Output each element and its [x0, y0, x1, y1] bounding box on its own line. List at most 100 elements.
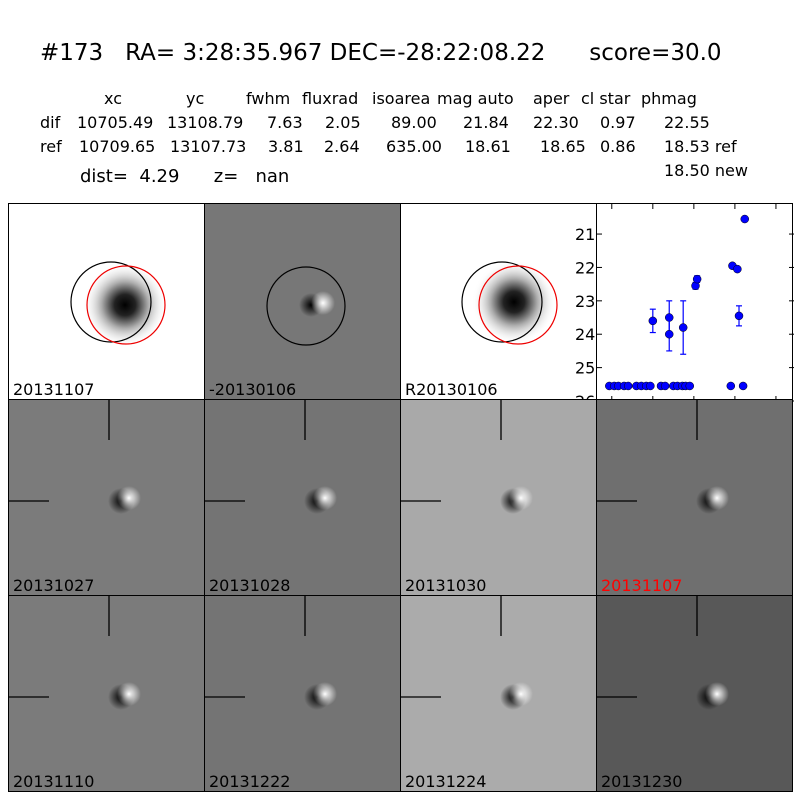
black-circle [266, 266, 346, 346]
table-cell: 22.30 [533, 113, 579, 132]
table-cell: 22.55 [664, 113, 710, 132]
stamp-image [597, 400, 729, 514]
col-header: xc [104, 89, 122, 108]
stamp-image [597, 596, 729, 710]
table-cell: 18.61 [465, 137, 511, 156]
panel-label: -20130106 [209, 380, 297, 399]
panel-label: 20131222 [209, 772, 291, 791]
lightcurve-svg: 212223242526−100−50050100 [575, 204, 794, 423]
panel-label: 20131030 [405, 576, 487, 595]
table-cell: 18.53 ref [664, 137, 737, 156]
table-cell: 2.05 [325, 113, 361, 132]
image-panel: 20131107 [596, 399, 793, 596]
row-name: dif [40, 113, 61, 132]
data-point [740, 214, 749, 224]
table-cell: 0.97 [600, 113, 636, 132]
data-point [692, 274, 702, 284]
image-panel: 20131030 [400, 399, 597, 596]
source-blob [83, 263, 167, 347]
stamp-image [401, 400, 533, 514]
table-cell: 21.84 [463, 113, 509, 132]
data-point [685, 381, 695, 391]
y-tick-label: 22 [575, 258, 595, 277]
table-cell: 3.81 [268, 137, 304, 156]
dipole-bright [705, 486, 729, 510]
data-point [623, 381, 633, 391]
y-tick-label: 25 [575, 359, 595, 378]
table-row: ref 10709.65 13107.73 3.81 2.64 635.00 1… [0, 137, 800, 157]
red-circle [478, 265, 558, 345]
data-point [660, 381, 670, 391]
dipole-bright [509, 486, 533, 510]
stamp-image [9, 400, 141, 514]
data-point [734, 311, 744, 321]
col-header: mag auto [437, 89, 514, 108]
panel-label: R20130106 [405, 380, 498, 399]
dipole-bright [705, 682, 729, 706]
col-header: aper [533, 89, 570, 108]
col-header: cl star [581, 89, 631, 108]
image-panel: 20131028 [204, 399, 401, 596]
col-header: fluxrad [302, 89, 359, 108]
table-header: xc yc fwhm fluxrad isoarea mag auto aper… [0, 89, 800, 109]
row-name: ref [40, 137, 62, 156]
data-point [664, 329, 674, 339]
col-header: yc [186, 89, 205, 108]
stamp-image [205, 400, 337, 514]
panel-label: 20131110 [13, 772, 95, 791]
black-circle [70, 261, 152, 343]
dipole-bright [311, 291, 335, 315]
table-cell: 635.00 [386, 137, 442, 156]
data-point [733, 264, 742, 274]
table-cell: 2.64 [324, 137, 360, 156]
source-blob [472, 260, 556, 344]
y-tick-label: 24 [575, 325, 595, 344]
stamp-image [205, 596, 337, 710]
stamp-image [9, 596, 141, 710]
panel-label: 20131028 [209, 576, 291, 595]
dipole-bright [117, 486, 141, 510]
data-point [678, 323, 688, 332]
data-point [646, 381, 655, 391]
dipole-bright [313, 486, 337, 510]
table-cell: 10709.65 [79, 137, 156, 156]
stamp-image [401, 596, 533, 710]
data-point [738, 381, 748, 391]
panel-label: 20131224 [405, 772, 487, 791]
distance-line: dist= 4.29 z= nan [80, 166, 290, 187]
panel-label: 20131027 [13, 576, 95, 595]
table-cell: 0.86 [600, 137, 636, 156]
dipole-bright [313, 682, 337, 706]
dipole-bright [117, 682, 141, 706]
table-cell: 7.63 [267, 113, 303, 132]
panel-label: 20131107 [13, 380, 95, 399]
dipole-bright [509, 682, 533, 706]
col-header: fwhm [246, 89, 291, 108]
image-panel: 20131230 [596, 595, 793, 792]
table-cell: 18.65 [540, 137, 586, 156]
panel-label: 20131230 [601, 772, 683, 791]
y-tick-label: 23 [575, 292, 595, 311]
col-header: phmag [641, 89, 697, 108]
lightcurve-chart: 212223242526−100−50050100 [575, 203, 794, 423]
stamp-image [266, 266, 346, 346]
table-row: dif 10705.49 13108.79 7.63 2.05 89.00 21… [0, 113, 800, 133]
image-panel: 20131222 [204, 595, 401, 792]
red-circle [86, 265, 166, 345]
table-cell: 89.00 [391, 113, 437, 132]
table-cell: 10705.49 [77, 113, 154, 132]
image-panel: 20131224 [400, 595, 597, 792]
panel-label: 20131107 [601, 576, 683, 595]
image-panel: 20131107 [8, 203, 205, 400]
data-point [726, 381, 736, 391]
image-panel: -20130106 [204, 203, 401, 400]
col-header: isoarea [372, 89, 431, 108]
image-panel: 20131027 [8, 399, 205, 596]
image-panel: 20131110 [8, 595, 205, 792]
page-title: #173 RA= 3:28:35.967 DEC=-28:22:08.22 sc… [40, 40, 722, 66]
stamp-image [70, 261, 167, 347]
stamp-image [461, 260, 558, 345]
table-cell: 13107.73 [170, 137, 247, 156]
image-panel: R20130106 [400, 203, 597, 400]
y-tick-label: 21 [575, 225, 595, 244]
